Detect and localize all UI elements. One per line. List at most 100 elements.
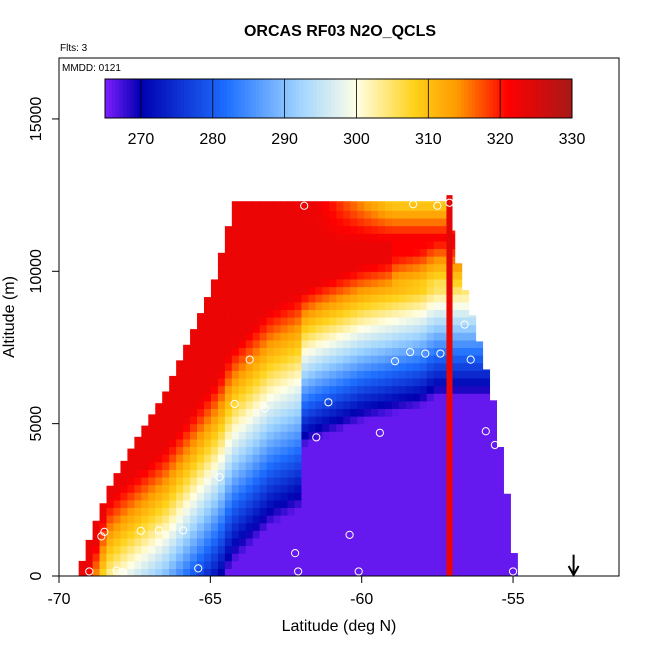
curtain-cell <box>391 355 400 364</box>
curtain-cell <box>419 210 428 219</box>
curtain-cell <box>405 332 414 341</box>
curtain-cell <box>426 225 435 234</box>
curtain-cell <box>385 545 393 554</box>
curtain-cell <box>378 515 386 524</box>
curtain-cell <box>461 454 470 463</box>
curtain-cell <box>120 530 129 539</box>
curtain-cell <box>169 553 177 562</box>
curtain-cell <box>148 423 156 432</box>
curtain-cell <box>162 507 170 516</box>
curtain-cell <box>391 438 400 448</box>
curtain-cell <box>385 263 393 272</box>
curtain-cell <box>378 256 386 265</box>
curtain-cell <box>350 233 358 242</box>
curtain-cell <box>280 408 289 417</box>
curtain-cell <box>426 294 435 303</box>
curtain-cell <box>252 294 261 303</box>
curtain-cell <box>301 294 310 303</box>
curtain-cell <box>197 347 205 356</box>
curtain-cell <box>245 278 254 288</box>
curtain-cell <box>259 355 268 364</box>
colorbar-segment <box>392 79 397 118</box>
curtain-cell <box>224 377 233 387</box>
curtain-cell <box>391 324 400 333</box>
curtain-cell <box>398 385 407 394</box>
curtain-cell <box>336 317 344 326</box>
curtain-cell <box>378 201 386 204</box>
curtain-cell <box>385 286 393 295</box>
curtain-cell <box>148 522 156 531</box>
curtain-cell <box>329 324 337 333</box>
curtain-cell <box>350 240 358 250</box>
curtain-cell <box>224 408 233 417</box>
curtain-cell <box>197 423 205 432</box>
curtain-cell <box>385 423 393 432</box>
curtain-cell <box>120 553 129 562</box>
curtain-cell <box>371 362 379 371</box>
curtain-cell <box>336 499 344 509</box>
curtain-cell <box>336 568 344 576</box>
curtain-cell <box>162 446 170 455</box>
curtain-cell <box>238 537 247 547</box>
curtain-cell <box>301 393 310 402</box>
curtain-cell <box>426 507 435 516</box>
curtain-cell <box>155 431 163 440</box>
curtain-cell <box>203 393 212 402</box>
curtain-cell <box>419 332 428 341</box>
colorbar-segment <box>237 79 243 118</box>
curtain-cell <box>343 408 351 417</box>
curtain-cell <box>385 530 393 539</box>
curtain-cell <box>385 201 393 204</box>
curtain-cell <box>426 499 435 509</box>
colorbar-segment <box>514 79 519 118</box>
curtain-cell <box>329 332 337 341</box>
curtain-cell <box>294 271 303 280</box>
curtain-cell <box>426 446 435 455</box>
curtain-cell <box>252 438 261 448</box>
curtain-cell <box>252 507 261 516</box>
curtain-cell <box>496 537 504 547</box>
curtain-cell <box>315 225 323 234</box>
curtain-cell <box>315 484 323 493</box>
curtain-cell <box>162 469 170 478</box>
curtain-cell <box>280 271 289 280</box>
curtain-cell <box>99 522 108 531</box>
curtain-cell <box>238 256 247 265</box>
curtain-cell <box>259 568 268 576</box>
curtain-cell <box>405 499 414 509</box>
curtain-cell <box>203 408 212 417</box>
curtain-cell <box>280 560 289 569</box>
curtain-cell <box>301 362 310 371</box>
curtain-cell <box>217 560 226 569</box>
curtain-cell <box>245 553 254 562</box>
curtain-cell <box>176 530 184 539</box>
curtain-cell <box>350 210 358 219</box>
curtain-cell <box>245 393 254 402</box>
curtain-cell <box>141 446 149 455</box>
curtain-cell <box>385 256 393 265</box>
curtain-cell <box>169 545 177 554</box>
curtain-cell <box>343 385 351 394</box>
curtain-cell <box>266 522 275 531</box>
curtain-cell <box>273 492 282 501</box>
curtain-cell <box>176 507 184 516</box>
curtain-cell <box>391 256 400 265</box>
observation-point <box>409 200 418 209</box>
curtain-cell <box>398 309 407 318</box>
curtain-cell <box>426 286 435 295</box>
curtain-cell <box>294 461 303 470</box>
curtain-cell <box>308 545 316 554</box>
curtain-cell <box>273 393 282 402</box>
curtain-cell <box>350 469 358 478</box>
curtain-cell <box>468 332 477 341</box>
curtain-cell <box>238 217 247 227</box>
curtain-cell <box>141 461 149 470</box>
curtain-cell <box>412 499 421 509</box>
curtain-cell <box>315 248 323 257</box>
curtain-cell <box>496 476 504 486</box>
curtain-cell <box>210 423 219 432</box>
curtain-cell <box>203 492 212 501</box>
curtain-cell <box>440 484 449 493</box>
curtain-cell <box>433 416 442 425</box>
curtain-cell <box>280 537 289 547</box>
